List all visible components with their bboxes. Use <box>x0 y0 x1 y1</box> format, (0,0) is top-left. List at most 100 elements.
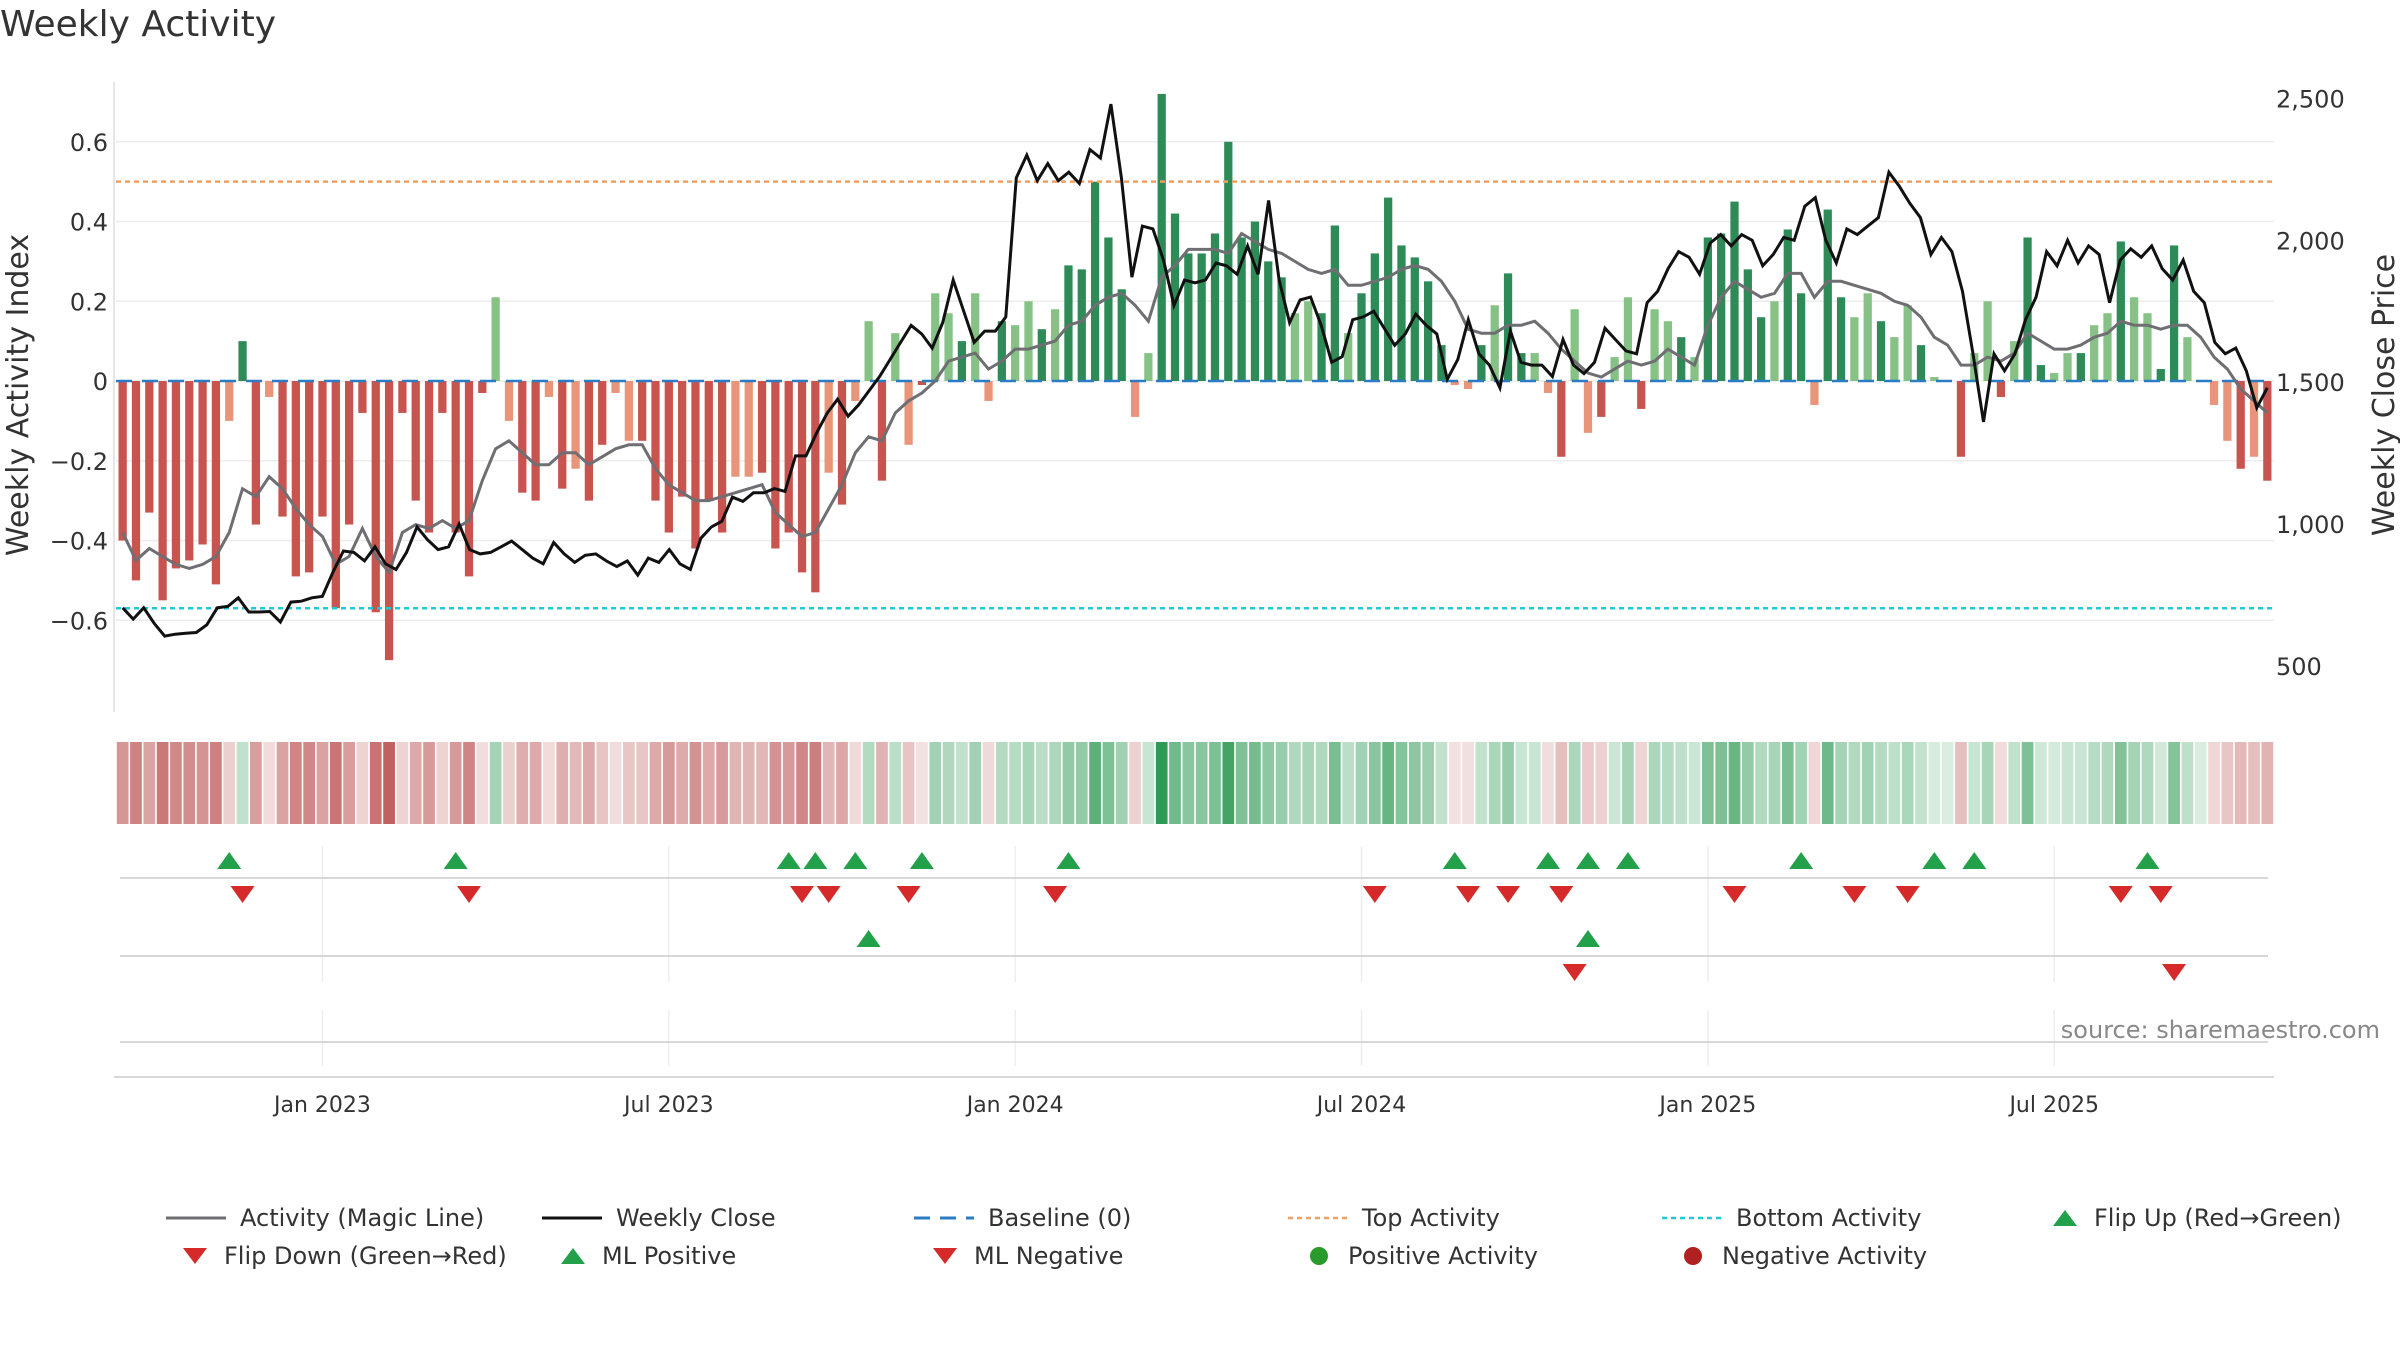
heat-cell <box>2154 742 2167 824</box>
legend-label: Weekly Close <box>616 1204 776 1232</box>
heat-cell <box>210 742 222 824</box>
heat-cell <box>689 742 702 824</box>
legend-flip-up[interactable]: Flip Up (Red→Green) <box>2050 1204 2342 1232</box>
activity-bar <box>2090 325 2099 382</box>
activity-bar <box>1650 309 1659 382</box>
heat-cell <box>516 742 529 824</box>
heat-cell <box>2234 742 2247 824</box>
heat-cell <box>2168 742 2180 824</box>
legend-ml-negative[interactable]: ML Negative <box>930 1242 1123 1270</box>
activity-bar <box>1304 301 1313 382</box>
activity-bar <box>2249 381 2259 457</box>
heat-cell <box>1715 742 1728 824</box>
legend-weekly-close[interactable]: Weekly Close <box>542 1204 776 1232</box>
positive-dot-icon <box>1310 1247 1328 1265</box>
heat-cell <box>529 742 542 824</box>
activity-bars <box>118 93 2272 661</box>
activity-bar <box>318 381 327 517</box>
legend-label: Bottom Activity <box>1736 1204 1922 1232</box>
legend-negative-activity[interactable]: Negative Activity <box>1678 1242 1927 1270</box>
activity-bar <box>2036 365 2046 382</box>
heat-cell <box>583 742 595 824</box>
activity-bar <box>1037 329 1046 382</box>
heat-cell <box>223 742 236 824</box>
heat-cell <box>1302 742 1315 824</box>
activity-bar <box>1770 301 1779 382</box>
heat-cell <box>1528 742 1541 824</box>
activity-bar <box>2103 313 2112 382</box>
heat-cell <box>1688 742 1701 824</box>
heat-cell <box>995 742 1008 824</box>
activity-bar <box>2236 381 2245 469</box>
activity-bar <box>1983 301 1992 382</box>
heat-cell <box>156 742 169 824</box>
activity-bar <box>1277 277 1286 382</box>
heat-cell <box>649 742 662 824</box>
heat-cell <box>1155 742 1168 824</box>
heat-cell <box>1395 742 1408 824</box>
legend-label: Positive Activity <box>1348 1242 1538 1270</box>
grid-layer <box>116 141 2274 1066</box>
activity-bar <box>1144 353 1153 382</box>
heat-cell <box>769 742 782 824</box>
activity-bar <box>691 381 700 549</box>
legend-baseline[interactable]: Baseline (0) <box>914 1204 1131 1232</box>
legend-flip-down[interactable]: Flip Down (Green→Red) <box>180 1242 507 1270</box>
heat-cell <box>2141 742 2154 824</box>
heat-cell <box>716 742 728 824</box>
legend-positive-activity[interactable]: Positive Activity <box>1304 1242 1538 1270</box>
legend-label: Activity (Magic Line) <box>240 1204 485 1232</box>
heat-cell <box>1289 742 1301 824</box>
y-tick-label: −0.2 <box>50 448 108 476</box>
activity-bar <box>1637 381 1646 409</box>
activity-bar <box>1930 377 1939 382</box>
activity-bar <box>1090 181 1100 382</box>
activity-bar <box>1317 313 1326 382</box>
heat-cell <box>742 742 755 824</box>
activity-bar <box>1384 197 1393 382</box>
heat-cell <box>130 742 142 824</box>
flip-up-marker <box>803 852 828 869</box>
heat-cell <box>809 742 822 824</box>
heat-cell <box>1701 742 1714 824</box>
legend-top-activity[interactable]: Top Activity <box>1288 1204 1500 1232</box>
activity-bar <box>1450 381 1459 385</box>
heat-cell <box>1235 742 1248 824</box>
heat-cell <box>2208 742 2220 824</box>
flip-up-marker <box>2135 852 2160 869</box>
heat-cell <box>1035 742 1048 824</box>
activity-bar <box>225 381 234 421</box>
heat-cell <box>796 742 808 824</box>
flip-up-marker <box>1789 852 1814 869</box>
heat-cell <box>1955 742 1967 824</box>
y2-tick-label: 2,000 <box>2276 227 2345 255</box>
activity-bar <box>1064 265 1073 382</box>
heat-cell <box>423 742 435 824</box>
heat-cell <box>1981 742 1994 824</box>
ml-negative-marker <box>1562 964 1587 981</box>
flip-up-marker <box>909 852 934 869</box>
heat-cell <box>836 742 848 824</box>
activity-bar <box>1410 257 1419 382</box>
legend-ml-positive[interactable]: ML Positive <box>558 1242 736 1270</box>
heat-cell <box>1275 742 1288 824</box>
activity-bar <box>971 293 980 382</box>
activity-bar <box>1024 301 1033 382</box>
heat-cell <box>289 742 302 824</box>
lines-layer <box>116 103 2274 638</box>
heat-cell <box>609 742 622 824</box>
activity-bar <box>1357 293 1366 382</box>
legend-label: ML Negative <box>974 1242 1124 1270</box>
heat-cell <box>2194 742 2207 824</box>
heat-cell <box>2088 742 2101 824</box>
page-title: Weekly Activity <box>0 4 277 45</box>
heat-cell <box>1075 742 1088 824</box>
legend-magic-line[interactable]: Activity (Magic Line) <box>166 1204 484 1232</box>
legend-bottom-activity[interactable]: Bottom Activity <box>1662 1204 1921 1232</box>
activity-bar <box>1677 337 1686 382</box>
heat-cell <box>1368 742 1381 824</box>
activity-bar <box>1330 225 1339 382</box>
x-tick-label: Jul 2024 <box>1315 1093 1407 1118</box>
activity-bar <box>1011 325 1020 382</box>
activity-bar <box>797 381 807 573</box>
